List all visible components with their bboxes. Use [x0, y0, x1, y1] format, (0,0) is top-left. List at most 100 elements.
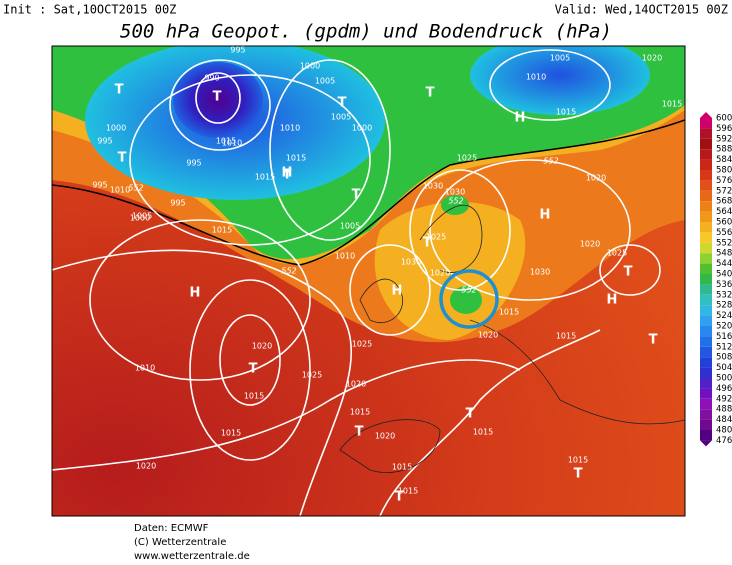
colorbar-swatch	[700, 409, 712, 420]
isobar-label: 1015	[473, 428, 493, 437]
colorbar-swatch	[700, 294, 712, 306]
isobar-label: 1015	[244, 392, 264, 401]
colorbar-label: 552	[716, 238, 732, 248]
colorbar-label: 480	[716, 426, 732, 436]
isobar-label: 995	[186, 159, 201, 168]
colorbar-swatch	[700, 211, 712, 222]
colorbar-swatch	[700, 128, 712, 139]
isobar-label: 1015	[221, 429, 241, 438]
pressure-center: T	[115, 83, 124, 98]
colorbar-swatch	[700, 222, 712, 233]
geopotential-label: 552	[281, 267, 296, 276]
pressure-center: T	[352, 188, 361, 203]
colorbar-label: 600	[716, 114, 732, 124]
colorbar-swatch	[700, 398, 712, 410]
isobar-label: 1015	[499, 308, 519, 317]
colorbar-label: 500	[716, 374, 732, 384]
isobar-label: 1015	[662, 100, 682, 109]
colorbar-swatch	[700, 378, 712, 389]
isobar-label: 1030	[530, 268, 550, 277]
isobar-label: 1010	[135, 364, 155, 373]
colorbar-swatch	[700, 388, 712, 399]
isobar-label: 1020	[478, 331, 498, 340]
colorbar-label: 492	[716, 394, 732, 404]
isobar-label: 1010	[110, 186, 130, 195]
colorbar-swatch	[700, 118, 712, 129]
isobar-label: 995	[97, 137, 112, 146]
colorbar-swatch	[700, 430, 712, 441]
isobar-label: 1015	[286, 154, 306, 163]
pressure-center: T	[338, 96, 347, 111]
colorbar-swatch	[700, 201, 712, 212]
colorbar-label: 540	[716, 270, 732, 280]
pressure-center: H	[282, 166, 293, 181]
isobar-label: 1030	[401, 258, 421, 267]
colorbar-swatch	[700, 159, 712, 170]
green-cutoff	[450, 286, 482, 314]
isobar-label: 995	[92, 181, 107, 190]
isobar-label: 1030	[445, 188, 465, 197]
pressure-center: T	[466, 407, 475, 422]
colorbar: 6005965925885845805765725685645605565525…	[700, 112, 732, 447]
isobar-label: 1020	[642, 54, 662, 63]
isobar-label: 1015	[392, 463, 412, 472]
pressure-center: T	[624, 265, 633, 280]
green-cutoff	[441, 195, 469, 215]
contour-552	[52, 119, 685, 266]
pressure-center: T	[283, 168, 292, 183]
isobar-label: 1020	[346, 380, 366, 389]
isobar-label: 1015	[556, 332, 576, 341]
isobar-label: 1025	[352, 340, 372, 349]
isobar-label: 995	[170, 199, 185, 208]
colorbar-label: 564	[716, 207, 732, 217]
colorbar-label: 488	[716, 405, 732, 415]
isobar-label: 1020	[430, 269, 450, 278]
isobar-label: 1000	[130, 214, 150, 223]
map-frame	[51, 45, 686, 517]
colorbar-label: 556	[716, 228, 732, 238]
isobar-label: 1010	[280, 124, 300, 133]
colorbar-label: 568	[716, 197, 732, 207]
pressure-center: T	[213, 90, 222, 105]
blue-field	[470, 46, 650, 115]
geopotential-label: 552	[128, 184, 143, 193]
colorbar-label: 516	[716, 332, 732, 342]
pressure-center: T	[426, 86, 435, 101]
isobar-label: 1005	[340, 222, 360, 231]
colorbar-swatch	[700, 305, 712, 316]
pressure-center: T	[249, 362, 258, 377]
isobar-label: 1020	[252, 342, 272, 351]
colorbar-label: 496	[716, 384, 732, 394]
colorbar-label: 484	[716, 415, 732, 425]
isobar-label: 1015	[350, 408, 370, 417]
isobar-label: 1000	[106, 124, 126, 133]
colorbar-label: 596	[716, 124, 732, 134]
colorbar-label: 580	[716, 166, 732, 176]
isobar-label: 1015	[568, 456, 588, 465]
colorbar-label: 584	[716, 155, 732, 165]
colorbar-swatch	[700, 138, 712, 150]
isobar-label: 1020	[586, 174, 606, 183]
footer-line: Daten: ECMWF	[134, 523, 209, 534]
isobar-label: 1015	[255, 173, 275, 182]
pressure-center: T	[355, 425, 364, 440]
colorbar-swatch	[700, 367, 712, 378]
colorbar-label: 588	[716, 145, 732, 155]
colorbar-swatch	[700, 170, 712, 181]
colorbar-swatch	[700, 242, 712, 254]
isobar-label: 1010	[335, 252, 355, 261]
title: 500 hPa Geopot. (gpdm) und Bodendruck (h…	[120, 21, 612, 43]
highlight-circle	[439, 269, 499, 329]
isobar-label: 1015	[216, 137, 236, 146]
low-core	[173, 62, 263, 138]
colorbar-label: 560	[716, 218, 732, 228]
colorbar-label: 572	[716, 186, 732, 196]
init-time: Init : Sat,10OCT2015 00Z	[3, 3, 176, 17]
geopotential-label: 552	[461, 286, 476, 295]
isobar-label: 1015	[556, 108, 576, 117]
isobar-label: 1025	[607, 249, 627, 258]
isobar-label: 1025	[457, 154, 477, 163]
colorbar-swatch	[700, 326, 712, 337]
colorbar-label: 508	[716, 353, 732, 363]
